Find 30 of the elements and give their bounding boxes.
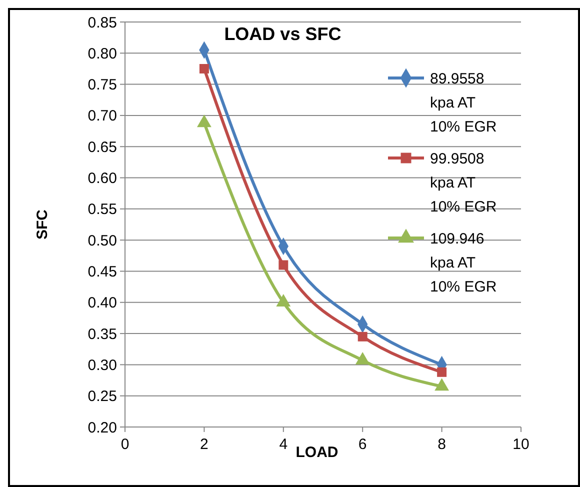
legend-label: 89.9558 kpa AT 10% EGR: [430, 70, 497, 136]
chart-title: LOAD vs SFC: [224, 24, 342, 44]
y-tick-label: 0.70: [88, 108, 117, 125]
legend-label: 99.9508 kpa AT 10% EGR: [430, 150, 497, 216]
x-tick-label: 6: [358, 436, 367, 453]
y-tick-label: 0.85: [88, 14, 117, 32]
y-tick-label: 0.30: [88, 356, 117, 374]
x-tick-label: 10: [512, 436, 530, 453]
legend-label: 109.946 kpa AT 10% EGR: [430, 230, 497, 296]
y-tick-label: 0.25: [88, 388, 117, 406]
x-axis-title: LOAD: [296, 444, 338, 461]
y-tick-label: 0.65: [88, 138, 117, 156]
y-tick-label: 0.55: [88, 201, 117, 218]
y-axis-title: SFC: [34, 209, 51, 240]
y-tick-label: 0.80: [88, 45, 117, 62]
y-tick-label: 0.45: [88, 263, 117, 280]
y-tick-label: 0.60: [88, 170, 117, 188]
point: [437, 367, 447, 377]
y-tick-label: 0.20: [88, 419, 117, 436]
point: [358, 332, 368, 342]
y-tick-label: 0.75: [88, 76, 117, 94]
point: [278, 260, 288, 270]
x-tick-label: 4: [279, 436, 288, 453]
y-tick-label: 0.40: [88, 294, 117, 312]
point: [199, 64, 209, 74]
x-tick-label: 0: [120, 436, 130, 453]
y-tick-label: 0.50: [88, 232, 117, 250]
y-tick-label: 0.35: [88, 326, 117, 343]
x-tick-label: 2: [200, 436, 208, 453]
x-tick-label: 8: [438, 436, 446, 453]
